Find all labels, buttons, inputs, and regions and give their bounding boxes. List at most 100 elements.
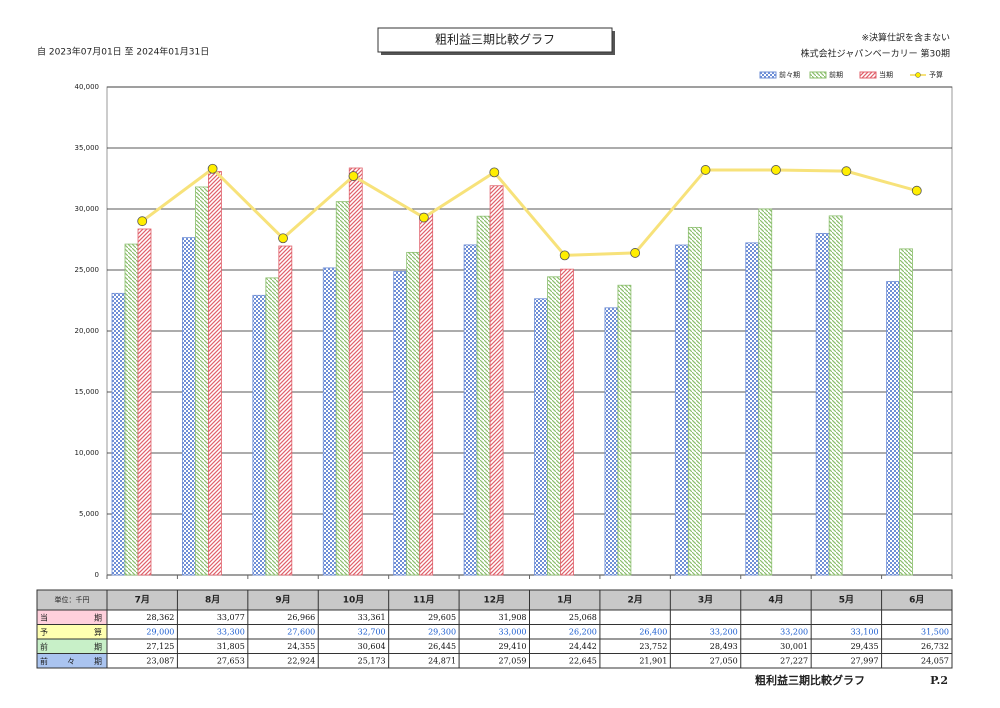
table-value: 23,087 (146, 656, 174, 665)
table-month: 8月 (205, 595, 220, 606)
legend-label: 前々期 (779, 70, 800, 79)
bar (617, 284, 632, 576)
bar (322, 267, 337, 576)
y-tick-label: 15,000 (75, 388, 100, 396)
bar (393, 271, 408, 576)
company: 株式会社ジャパンベーカリー 第30期 (801, 48, 950, 60)
legend-label: 当期 (879, 70, 893, 79)
table-month: 5月 (839, 595, 854, 606)
table-value: 21,901 (639, 656, 667, 665)
marker (418, 212, 429, 223)
y-tick-label: 20,000 (75, 327, 100, 335)
y-tick-label: 40,000 (75, 83, 100, 91)
table-value: 31,805 (217, 642, 245, 651)
bar (419, 213, 434, 576)
bar (335, 201, 350, 576)
table-value: 26,732 (921, 642, 949, 651)
table-value: 27,997 (851, 656, 879, 665)
table-value: 29,300 (428, 627, 456, 636)
bar (687, 226, 702, 576)
table-month: 12月 (484, 595, 506, 606)
marker (630, 248, 641, 258)
bar (534, 298, 548, 576)
bar (252, 294, 267, 576)
legend-swatch (759, 71, 777, 79)
bar (547, 276, 561, 576)
unit-label: 単位：千円 (55, 595, 90, 604)
bar (476, 215, 491, 576)
marker (348, 171, 359, 181)
table-value: 27,059 (499, 656, 527, 665)
table-value: 31,500 (921, 627, 949, 636)
marker (911, 185, 922, 196)
bar (560, 268, 574, 576)
marker (559, 250, 570, 261)
table-value: 26,445 (428, 642, 456, 651)
bar (124, 243, 139, 576)
table-value: 26,200 (569, 627, 597, 636)
marker (771, 165, 781, 175)
marker (841, 166, 852, 177)
table-value: 23,752 (639, 642, 667, 651)
bar (195, 186, 209, 576)
bar (758, 208, 773, 576)
table-value: 33,200 (710, 627, 738, 636)
table-month: 2月 (627, 595, 642, 606)
title-box (377, 27, 613, 53)
marker (700, 165, 711, 175)
bar (348, 167, 363, 576)
table-month: 10月 (343, 595, 365, 606)
table-value: 30,604 (358, 642, 386, 651)
y-tick-label: 35,000 (75, 144, 100, 152)
table-value: 28,493 (710, 642, 738, 651)
table-value: 24,442 (569, 642, 597, 651)
bar (463, 244, 478, 576)
note: ※決算仕訳を含まない (861, 32, 950, 44)
y-tick-label: 0 (95, 571, 99, 579)
marker (489, 167, 500, 178)
table-value: 33,300 (217, 627, 245, 636)
bar (674, 244, 689, 576)
marker (137, 216, 148, 227)
table-month: 3月 (698, 595, 713, 606)
bar (208, 171, 222, 576)
table-value: 27,653 (217, 656, 245, 665)
bar (886, 281, 900, 576)
table-month: 9月 (275, 595, 290, 606)
table-row (106, 653, 953, 669)
table-value: 33,077 (217, 613, 245, 622)
table-value: 29,605 (428, 613, 456, 622)
chart-title: 粗利益三期比較グラフ (435, 32, 555, 47)
table-month: 4月 (768, 595, 783, 606)
table-value: 22,645 (569, 656, 597, 665)
table-value: 31,908 (499, 613, 527, 622)
table-value: 33,361 (358, 613, 386, 622)
table-value: 27,227 (780, 656, 808, 665)
table-value: 29,000 (146, 627, 174, 636)
bar (899, 248, 913, 576)
legend-marker (915, 72, 921, 78)
table-value: 29,410 (499, 642, 527, 651)
bar (828, 215, 843, 576)
table-month: 1月 (557, 595, 572, 606)
marker (207, 163, 218, 174)
table-value: 30,001 (780, 642, 808, 651)
table-value: 27,050 (710, 656, 738, 665)
marker (278, 233, 288, 244)
table-value: 25,068 (569, 613, 597, 622)
table-value: 22,924 (287, 656, 315, 665)
table-value: 27,125 (146, 642, 174, 651)
bar (406, 251, 421, 576)
bar (265, 277, 280, 576)
table-value: 24,057 (921, 656, 949, 665)
table-value: 24,871 (428, 656, 456, 665)
table-month: 6月 (909, 595, 924, 606)
y-tick-label: 25,000 (75, 266, 100, 274)
period: 自 2023年07月01日 至 2024年01月31日 (37, 46, 209, 58)
table-value: 33,000 (499, 627, 527, 636)
bar (111, 292, 126, 576)
table-value: 27,600 (287, 627, 315, 636)
table-value: 26,400 (639, 627, 667, 636)
legend-swatch (859, 71, 877, 79)
y-tick-label: 5,000 (79, 510, 99, 518)
